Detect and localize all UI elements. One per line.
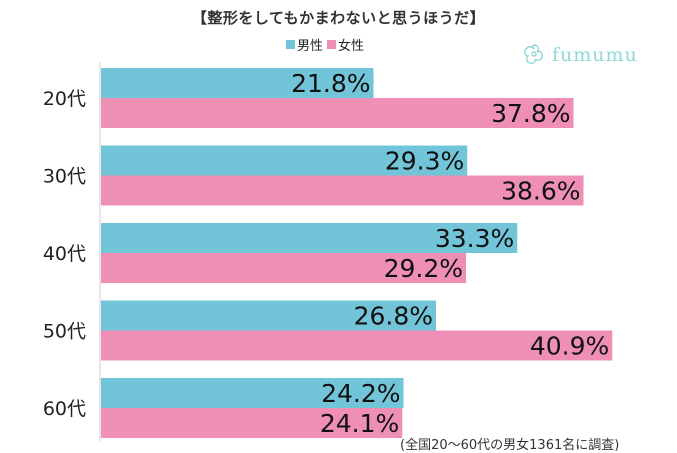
category-label: 20代 bbox=[43, 88, 86, 110]
legend-swatch-male bbox=[286, 39, 295, 49]
bar-male bbox=[101, 68, 374, 98]
data-label-female: 40.9% bbox=[530, 332, 609, 361]
data-label-female: 38.6% bbox=[501, 177, 580, 206]
data-label-male: 21.8% bbox=[291, 69, 370, 98]
data-label-female: 37.8% bbox=[491, 99, 570, 128]
legend-item-female: 女性 bbox=[327, 35, 364, 54]
legend-item-male: 男性 bbox=[286, 35, 323, 54]
chart-footnote: (全国20～60代の男女1361名に調査) bbox=[400, 438, 620, 453]
data-label-female: 29.2% bbox=[384, 254, 463, 283]
data-label-male: 33.3% bbox=[435, 224, 514, 253]
legend-swatch-female bbox=[327, 39, 337, 49]
fumumu-logo: fumumu bbox=[524, 44, 638, 66]
bar-female bbox=[101, 175, 584, 206]
bar-female bbox=[101, 98, 574, 128]
flower-icon bbox=[524, 44, 543, 64]
category-label: 40代 bbox=[43, 243, 86, 265]
bar-male bbox=[101, 223, 518, 253]
bar-male bbox=[101, 145, 468, 176]
data-label-male: 29.3% bbox=[385, 147, 464, 176]
bar-male bbox=[101, 300, 436, 331]
bar-female bbox=[101, 330, 613, 361]
category-label: 60代 bbox=[43, 398, 86, 420]
legend-label-male: 男性 bbox=[297, 38, 324, 54]
logo-text: fumumu bbox=[552, 44, 638, 66]
data-label-female: 24.1% bbox=[320, 409, 399, 438]
legend-label-female: 女性 bbox=[338, 38, 365, 54]
chart-title: 【整形をしてもかまわないと思うほうだ】 bbox=[191, 9, 486, 27]
bar-female bbox=[101, 253, 466, 283]
bar-male bbox=[101, 378, 404, 408]
data-label-male: 24.2% bbox=[321, 379, 400, 408]
data-label-male: 26.8% bbox=[354, 302, 433, 331]
chart-legend: 男性 女性 bbox=[286, 33, 364, 55]
category-label: 30代 bbox=[43, 166, 86, 188]
bar-female bbox=[101, 408, 403, 438]
category-label: 50代 bbox=[43, 321, 86, 343]
